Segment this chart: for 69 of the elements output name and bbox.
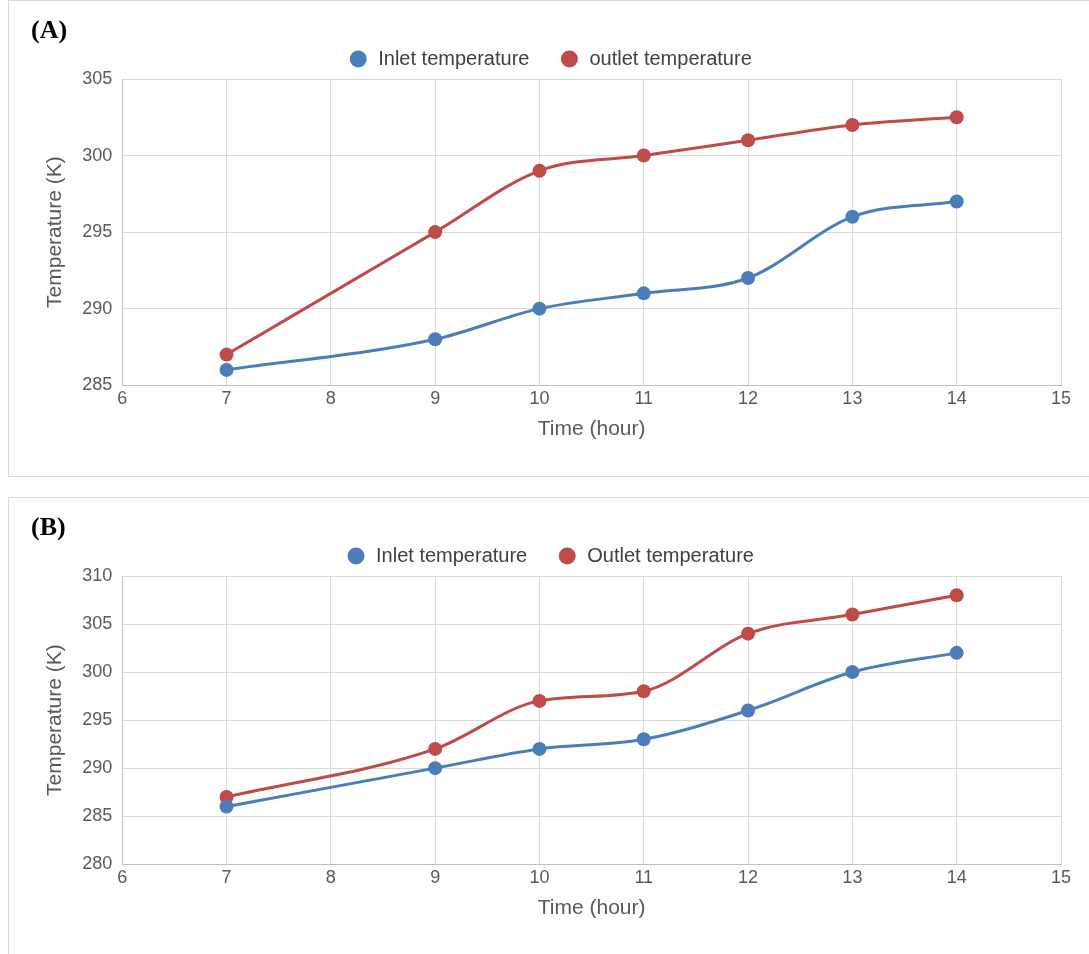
point — [845, 607, 860, 622]
y-tick-label: 305 — [82, 613, 113, 633]
point — [532, 693, 547, 708]
point — [741, 626, 756, 641]
point — [219, 362, 234, 377]
point — [428, 332, 443, 347]
x-axis-title: Time (hour) — [537, 895, 646, 919]
y-tick-label: 285 — [82, 805, 113, 826]
point — [949, 194, 964, 209]
point — [845, 117, 860, 132]
point — [741, 271, 756, 286]
y-tick-label: 300 — [82, 661, 113, 682]
point — [949, 645, 964, 660]
point — [636, 286, 651, 301]
x-tick-label: 9 — [430, 387, 441, 408]
chart-title: (A) — [31, 15, 68, 45]
point — [219, 799, 234, 814]
x-axis-title: Time (hour) — [537, 416, 646, 440]
y-tick-label: 310 — [82, 564, 113, 585]
y-tick-label: 290 — [82, 297, 113, 318]
x-tick-label: 14 — [946, 866, 967, 887]
x-tick-label: 7 — [221, 387, 232, 408]
x-tick-label: 10 — [529, 866, 550, 887]
x-tick-label: 15 — [1050, 866, 1072, 887]
x-tick-label: 12 — [738, 387, 759, 408]
x-tick-label: 6 — [117, 866, 128, 887]
point — [636, 148, 651, 163]
y-axis-title: Temperature (K) — [42, 644, 66, 796]
point — [532, 741, 547, 756]
x-tick-label: 13 — [842, 387, 863, 408]
point — [532, 163, 547, 178]
point — [949, 588, 964, 603]
point — [741, 133, 756, 148]
legend-label: Inlet temperature — [376, 543, 528, 566]
legend-label: Inlet temperature — [378, 46, 530, 69]
x-tick-label: 14 — [946, 387, 967, 408]
y-tick-label: 295 — [82, 221, 113, 242]
y-tick-label: 300 — [82, 144, 113, 165]
point — [532, 301, 547, 316]
x-tick-label: 7 — [221, 866, 232, 887]
y-tick-label: 280 — [82, 853, 113, 874]
x-tick-label: 10 — [529, 387, 550, 408]
point — [428, 741, 443, 756]
x-tick-label: 11 — [634, 387, 654, 408]
x-tick-label: 12 — [738, 866, 759, 887]
x-tick-label: 13 — [842, 866, 863, 887]
y-tick-label: 305 — [82, 67, 113, 88]
legend-label: outlet temperature — [589, 46, 752, 69]
point — [949, 110, 964, 125]
x-tick-label: 8 — [325, 866, 336, 887]
point — [219, 347, 234, 362]
point — [428, 225, 443, 240]
y-tick-label: 295 — [82, 709, 113, 730]
point — [636, 732, 651, 747]
chart-title: (B) — [31, 512, 66, 542]
x-tick-label: 6 — [117, 387, 128, 408]
x-tick-label: 9 — [430, 866, 441, 887]
y-tick-label: 290 — [82, 757, 113, 778]
y-axis-title: Temperature (K) — [42, 156, 66, 308]
x-tick-label: 11 — [634, 866, 654, 887]
y-tick-label: 285 — [82, 374, 113, 395]
point — [428, 761, 443, 776]
point — [636, 684, 651, 699]
point — [845, 665, 860, 680]
legend-label: Outlet temperature — [587, 543, 754, 566]
x-tick-label: 15 — [1050, 387, 1072, 408]
x-tick-label: 8 — [325, 387, 336, 408]
point — [845, 209, 860, 224]
point — [741, 703, 756, 718]
